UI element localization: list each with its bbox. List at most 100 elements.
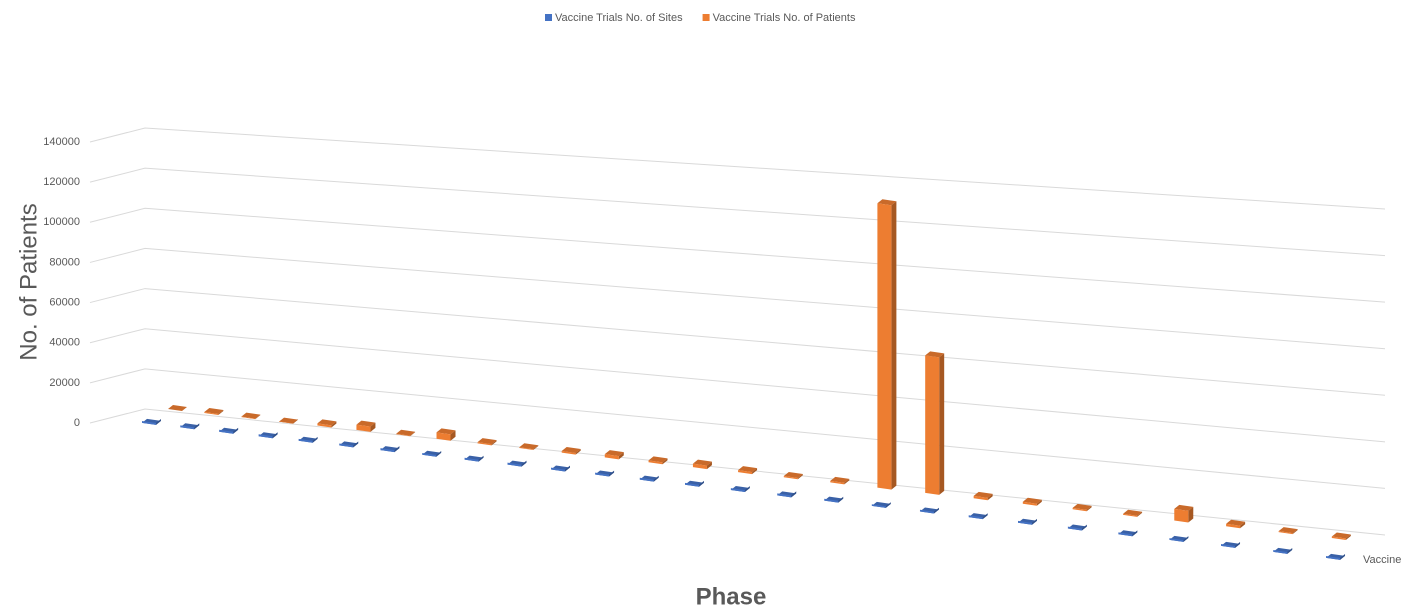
bar-side [1032,518,1037,525]
bar-top [738,466,758,473]
bar-top [396,429,416,436]
grid-line [89,127,1386,210]
bar [595,472,610,477]
bar-side [370,422,376,432]
x-axis-title: Phase [696,583,767,610]
legend-swatch [702,14,710,21]
bar-side [987,493,993,501]
bar [1018,520,1032,525]
bar-side [1081,524,1087,531]
bar [477,442,492,446]
bar-top [317,419,337,426]
bar-top [168,404,187,411]
bar-side [1137,511,1143,517]
bar [877,203,892,490]
bar [783,475,798,480]
bar-side [744,486,750,493]
bar-top [648,456,668,463]
grid-line [89,408,1386,536]
bar-side [653,475,659,482]
bar-side [1132,530,1138,537]
bar-side [255,414,261,420]
bar [380,448,395,453]
bar-side [491,440,497,446]
bar-side [1188,506,1194,523]
bar [396,433,411,437]
bar-side [450,430,456,441]
bar [142,421,156,425]
bar-side [933,507,939,514]
bar-side [1240,521,1246,529]
depth-axis-title: Vaccine [1363,554,1401,566]
y-tick-label: 40000 [49,337,80,349]
bar [180,425,195,430]
legend-swatch [545,14,552,21]
bar [258,434,273,439]
bar-top [477,438,497,445]
bar-top [877,199,897,206]
bar [1331,536,1346,540]
grid-line [89,207,1386,303]
bar [507,462,522,467]
bar-side [156,419,161,425]
bar [1326,556,1341,560]
bar [919,509,934,514]
bar [830,480,845,485]
bar-side [1340,554,1346,560]
bar-side [752,468,758,475]
bar-side [353,441,359,448]
bar-side [194,423,200,430]
bar-side [533,445,539,450]
grid-line [89,328,1386,443]
bar [824,498,839,503]
bar [317,423,332,428]
bar [925,355,940,495]
bar-top [1072,503,1092,510]
bar [738,470,753,475]
bar [1278,531,1293,535]
bar-side [844,478,850,485]
bar-top [925,351,945,358]
bar [973,495,988,501]
y-tick-label: 100000 [43,216,80,228]
bar [648,460,663,465]
bar [692,463,707,470]
bar-side [939,353,945,495]
bar [551,467,565,472]
bar [777,493,792,498]
y-tick-label: 80000 [49,256,80,268]
bar [639,477,654,482]
bar-side [331,421,337,428]
bar-side [182,406,187,411]
bar [1067,526,1082,531]
bar [730,488,745,493]
bar-side [293,419,299,424]
bar-side [1183,536,1189,542]
bar [422,452,437,457]
bar-top [519,443,539,450]
bar-top [241,412,261,419]
bar-side [706,461,712,470]
bar [339,443,354,448]
bar-top [436,428,456,435]
bar-top [604,450,624,457]
bar-side [1036,499,1042,506]
bar [298,438,313,443]
y-axis-title: No. of Patients [15,203,42,360]
grid-line [89,167,1386,257]
bar-side [478,455,484,462]
bar-top [1226,519,1246,526]
bar [1072,507,1087,512]
bar-side [565,465,570,472]
bar-side [1287,547,1293,554]
bar-side [1086,505,1092,512]
bar [1123,513,1138,517]
bar-side [838,496,844,503]
bar-side [218,409,224,416]
bar-side [1292,529,1298,535]
bar-side [662,458,668,465]
bar [1273,549,1288,554]
bar-side [1235,542,1241,548]
bar-side [797,473,803,480]
